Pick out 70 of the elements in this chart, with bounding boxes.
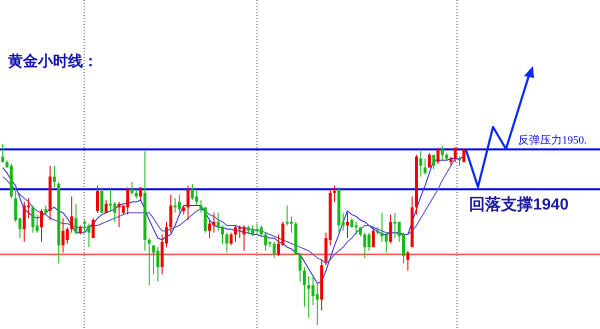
candlestick	[251, 224, 254, 237]
candlestick	[195, 188, 198, 206]
candlestick	[22, 201, 26, 242]
candlestick	[458, 156, 462, 166]
candlestick	[363, 232, 366, 259]
candlestick	[156, 246, 160, 282]
candlestick	[208, 220, 212, 239]
candlestick	[96, 185, 100, 214]
candlestick	[52, 165, 56, 188]
candlestick	[384, 232, 388, 254]
candlestick	[190, 183, 194, 201]
candlestick	[87, 223, 90, 248]
candlestick	[44, 205, 48, 216]
candlestick	[74, 203, 78, 235]
candlestick	[449, 156, 452, 166]
candlestick	[424, 158, 427, 176]
candlestick	[428, 152, 431, 168]
candlestick	[130, 182, 134, 196]
candlestick	[298, 252, 302, 282]
candlestick	[212, 212, 216, 234]
candlestick	[1, 144, 4, 163]
candlestick	[242, 224, 246, 252]
candlestick	[152, 244, 156, 275]
candlestick	[350, 218, 354, 228]
candlestick	[62, 218, 65, 254]
candlestick	[169, 194, 172, 234]
candlestick	[186, 185, 190, 221]
candlestick	[260, 224, 263, 237]
candlestick	[70, 196, 74, 234]
candlestick	[316, 282, 319, 326]
candlestick	[436, 147, 440, 164]
candlestick	[432, 154, 436, 170]
candlestick	[246, 224, 250, 235]
candlestick	[31, 205, 34, 234]
candlestick	[406, 250, 410, 272]
candlestick	[454, 147, 457, 163]
ref-line-label: 反弹压力1950.	[518, 133, 587, 146]
candlestick	[126, 186, 130, 216]
candlestick	[346, 212, 349, 239]
candlestick	[372, 226, 375, 248]
candlestick	[302, 266, 306, 308]
candlestick	[182, 205, 186, 216]
candlestick	[264, 232, 268, 252]
candlestick	[118, 201, 121, 228]
candlestick	[139, 186, 142, 201]
candlestick	[216, 212, 220, 232]
candlestick	[148, 238, 151, 286]
candlestick	[204, 206, 207, 234]
candlestick	[134, 188, 138, 199]
candlestick	[272, 241, 276, 259]
candlestick	[419, 150, 422, 178]
candlestick	[225, 232, 228, 254]
candlestick	[78, 224, 82, 235]
candlestick	[354, 221, 358, 235]
candlestick	[440, 145, 444, 161]
candlestick	[40, 208, 43, 242]
candlestick	[100, 186, 104, 214]
candlestick	[333, 185, 336, 202]
candlestick	[178, 194, 181, 214]
candlestick	[104, 200, 108, 214]
candlestick	[221, 224, 224, 244]
candlestick	[113, 201, 116, 222]
candlestick	[307, 276, 310, 318]
candlestick	[174, 198, 177, 214]
ref-line-label: 回落支撑1940	[469, 195, 569, 214]
candlestick	[389, 214, 392, 244]
candlestick	[230, 232, 233, 246]
candlestick	[92, 218, 95, 239]
chart-title: 黄金小时线：	[7, 53, 98, 70]
candlestick	[66, 226, 69, 244]
